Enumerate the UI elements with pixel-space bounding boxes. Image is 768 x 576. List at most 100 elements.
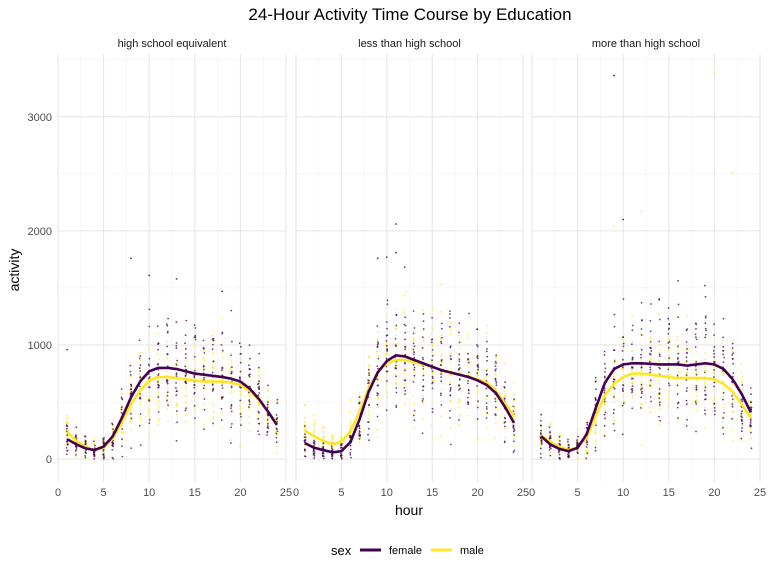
data-point-female	[613, 396, 615, 398]
data-point-male	[377, 419, 379, 422]
data-point-female	[431, 338, 434, 341]
data-point-female	[148, 386, 151, 389]
outlier-point-male	[440, 283, 443, 286]
data-point-female	[386, 349, 388, 351]
data-point-female	[668, 341, 671, 343]
data-point-female	[148, 308, 151, 311]
data-point-male	[712, 398, 715, 401]
data-point-female	[622, 358, 624, 361]
data-point-female	[494, 360, 497, 363]
y-tick-label: 1000	[28, 340, 52, 352]
data-point-female	[576, 443, 579, 446]
data-point-male	[430, 361, 433, 363]
smooth-line-female	[66, 366, 278, 452]
data-point-female	[148, 399, 150, 401]
data-point-male	[403, 372, 406, 374]
data-point-male	[485, 427, 488, 430]
data-point-female	[622, 342, 625, 345]
data-point-male	[439, 435, 442, 438]
data-point-female	[431, 349, 434, 351]
data-point-male	[66, 429, 69, 432]
data-point-female	[129, 412, 132, 415]
data-point-female	[240, 415, 242, 418]
data-point-male	[476, 387, 479, 390]
x-axis-title: hour	[395, 502, 423, 518]
data-point-male	[440, 382, 443, 385]
data-point-female	[631, 343, 633, 346]
data-point-male	[441, 334, 443, 337]
data-point-female	[66, 434, 69, 437]
data-point-female	[349, 453, 352, 456]
data-point-female	[403, 379, 406, 382]
data-point-male	[430, 425, 433, 427]
outlier-point-female	[622, 218, 625, 221]
data-point-male	[631, 394, 634, 397]
data-point-male	[385, 390, 388, 392]
data-point-female	[431, 377, 434, 380]
data-point-female	[677, 345, 679, 348]
data-point-male	[385, 353, 388, 356]
data-point-female	[485, 369, 488, 372]
data-point-male	[667, 373, 670, 376]
data-point-female	[266, 430, 269, 433]
data-point-male	[386, 381, 389, 384]
data-point-male	[120, 404, 123, 407]
data-point-male	[147, 408, 150, 411]
data-point-female	[485, 408, 488, 410]
data-point-female	[704, 327, 707, 330]
data-point-male	[440, 415, 443, 417]
data-point-male	[676, 335, 679, 338]
x-tick-label: 20	[234, 487, 246, 499]
data-point-male	[257, 402, 259, 404]
data-point-male	[248, 416, 251, 418]
outlier-point-male	[613, 225, 615, 228]
data-point-female	[749, 418, 752, 421]
data-point-female	[613, 429, 616, 432]
data-point-male	[322, 430, 325, 432]
data-point-female	[193, 386, 196, 389]
data-point-male	[102, 452, 105, 454]
legend-title: sex	[331, 543, 352, 558]
facet-panel: high school equivalent 0 5 10 15 20 25	[55, 38, 292, 499]
data-point-male	[494, 416, 497, 419]
data-point-female	[230, 407, 232, 410]
data-point-female	[412, 363, 415, 366]
data-point-female	[185, 373, 188, 375]
data-point-female	[385, 365, 388, 368]
data-point-female	[549, 454, 552, 457]
data-point-female	[486, 373, 488, 376]
data-point-female	[139, 364, 142, 367]
data-point-male	[457, 406, 460, 409]
data-point-female	[685, 399, 688, 402]
data-point-female	[303, 425, 306, 427]
data-point-male	[667, 355, 670, 357]
data-point-female	[421, 356, 424, 359]
data-point-male	[422, 395, 424, 398]
data-point-female	[449, 390, 452, 392]
data-point-male	[248, 379, 251, 382]
data-point-male	[394, 373, 397, 375]
data-point-female	[267, 425, 269, 427]
data-point-female	[313, 457, 315, 460]
data-point-male	[703, 381, 706, 384]
data-point-female	[74, 436, 77, 438]
data-point-female	[130, 417, 133, 420]
data-point-female	[176, 359, 179, 362]
data-point-male	[394, 308, 397, 311]
data-point-male	[667, 349, 670, 352]
data-point-female	[449, 394, 452, 397]
data-point-female	[677, 352, 680, 355]
data-point-male	[148, 383, 150, 385]
data-point-female	[231, 340, 233, 343]
data-point-male	[203, 359, 206, 362]
data-point-female	[667, 342, 670, 344]
data-point-female	[175, 321, 178, 324]
data-point-male	[240, 418, 242, 421]
data-point-female	[422, 389, 424, 392]
data-point-male	[303, 421, 306, 424]
data-point-female	[640, 348, 643, 351]
outlier-point-female	[130, 257, 132, 260]
data-point-male	[422, 401, 424, 404]
data-point-female	[395, 367, 398, 370]
data-point-female	[495, 368, 497, 371]
